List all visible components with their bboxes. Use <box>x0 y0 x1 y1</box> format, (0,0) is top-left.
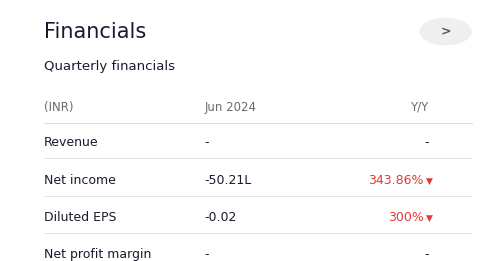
Text: ▼: ▼ <box>426 214 433 223</box>
Text: Net profit margin: Net profit margin <box>44 248 151 261</box>
Text: 300%: 300% <box>388 211 424 224</box>
Text: -: - <box>424 136 429 149</box>
Text: Revenue: Revenue <box>44 136 98 149</box>
Text: ▼: ▼ <box>426 177 433 186</box>
Text: 343.86%: 343.86% <box>368 174 424 187</box>
Text: Quarterly financials: Quarterly financials <box>44 61 175 73</box>
Text: -: - <box>424 248 429 261</box>
Text: Net income: Net income <box>44 174 116 187</box>
Text: -: - <box>205 136 209 149</box>
Text: -50.21L: -50.21L <box>205 174 252 187</box>
Text: (INR): (INR) <box>44 101 74 114</box>
Text: Jun 2024: Jun 2024 <box>205 101 257 114</box>
Circle shape <box>420 19 471 45</box>
Text: -: - <box>205 248 209 261</box>
Text: -0.02: -0.02 <box>205 211 237 224</box>
Text: Diluted EPS: Diluted EPS <box>44 211 116 224</box>
Text: Financials: Financials <box>44 22 146 41</box>
Text: Y/Y: Y/Y <box>411 101 429 114</box>
Text: >: > <box>440 25 451 38</box>
